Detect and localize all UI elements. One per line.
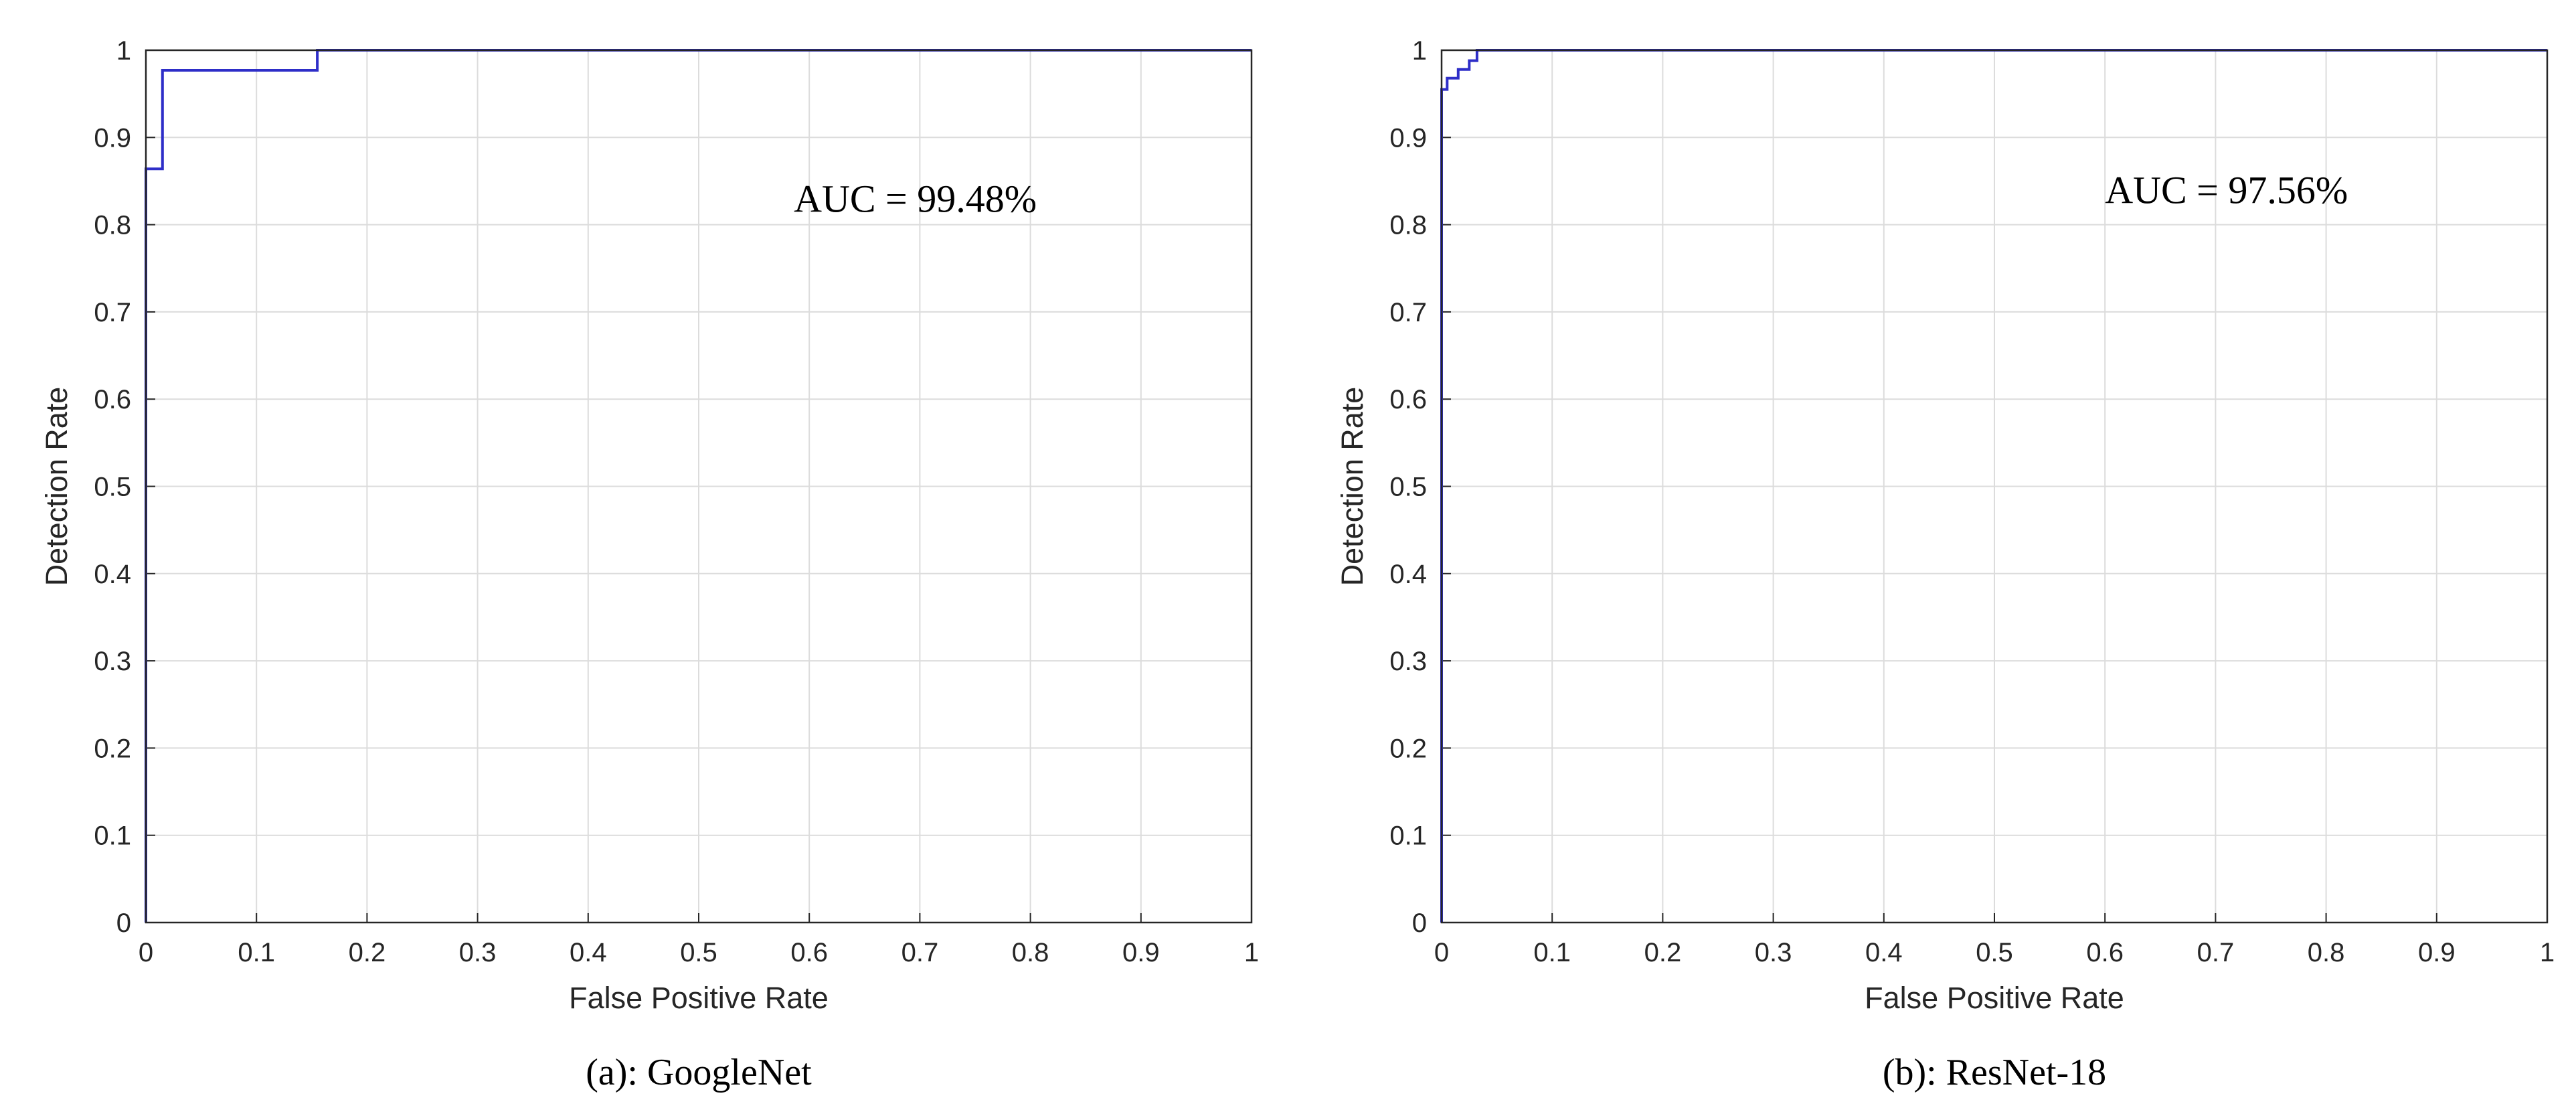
y-axis-label: Detection Rate <box>39 387 74 586</box>
y-tick-label: 0.8 <box>1389 211 1427 240</box>
x-tick-label: 0.3 <box>1755 938 1792 967</box>
y-tick-label: 0.7 <box>94 298 131 327</box>
x-tick-label: 0.7 <box>2197 938 2235 967</box>
auc-annotation: AUC = 99.48% <box>794 177 1037 221</box>
panel-caption: (a): GoogleNet <box>586 1052 812 1093</box>
x-tick-label: 0.2 <box>1644 938 1682 967</box>
y-tick-label: 0.6 <box>1389 385 1427 414</box>
auc-annotation: AUC = 97.56% <box>2105 168 2348 212</box>
axes-frame <box>1440 49 2549 924</box>
y-tick-label: 0.9 <box>94 123 131 153</box>
x-tick-label: 1 <box>1244 938 1259 967</box>
roc-panel-1: 0 0.1 0.2 0.3 0.4 0.5 0.6 0.7 0.8 0.9 1 0 0.1 0.2 0.3 0… <box>39 36 1259 1093</box>
y-tick-label: 0.8 <box>94 211 131 240</box>
x-tick-label: 0.1 <box>1533 938 1571 967</box>
roc-curve-1 <box>1440 49 2547 923</box>
x-tick-label: 0.5 <box>1976 938 2013 967</box>
x-tick-label: 0.4 <box>570 938 607 967</box>
y-tick-label: 0.1 <box>94 821 131 851</box>
x-tick-label: 0.1 <box>238 938 275 967</box>
x-tick-label: 1 <box>2540 938 2555 967</box>
x-tick-label: 0.4 <box>1865 938 1903 967</box>
x-tick-label: 0.6 <box>790 938 828 967</box>
panel-caption: (b): ResNet-18 <box>1883 1052 2106 1093</box>
y-tick-label: 0.3 <box>94 647 131 676</box>
x-tick-label: 0 <box>1434 938 1449 967</box>
y-tick-label: 0.7 <box>1389 298 1427 327</box>
x-tick-label: 0.5 <box>680 938 717 967</box>
y-tick-label: 0 <box>116 908 131 938</box>
y-tick-label: 0.2 <box>94 734 131 763</box>
x-tick-label: 0.2 <box>349 938 386 967</box>
x-tick-label: 0.7 <box>901 938 939 967</box>
x-tick-label: 0 <box>139 938 153 967</box>
axes-frame <box>145 49 1253 924</box>
x-tick-label: 0.8 <box>2308 938 2345 967</box>
y-tick-label: 0.5 <box>1389 473 1427 502</box>
roc-panel-2: 0 0.1 0.2 0.3 0.4 0.5 0.6 0.7 0.8 0.9 1 0 0.1 0.2 0.3 0… <box>1335 36 2555 1093</box>
x-tick-label: 0.9 <box>1122 938 1160 967</box>
x-tick-label: 0.6 <box>2086 938 2124 967</box>
x-tick-label: 0.9 <box>2418 938 2456 967</box>
x-axis-label: False Positive Rate <box>1865 981 2124 1015</box>
y-tick-label: 0.2 <box>1389 734 1427 763</box>
y-tick-label: 0.1 <box>1389 821 1427 851</box>
x-axis-label: False Positive Rate <box>569 981 829 1015</box>
y-tick-label: 1 <box>1412 36 1427 66</box>
y-tick-label: 0.5 <box>94 473 131 502</box>
y-tick-label: 0.6 <box>94 385 131 414</box>
y-tick-label: 0 <box>1412 908 1427 938</box>
y-tick-label: 0.9 <box>1389 123 1427 153</box>
x-tick-label: 0.3 <box>459 938 497 967</box>
y-tick-label: 0.4 <box>1389 560 1427 589</box>
x-tick-label: 0.8 <box>1012 938 1049 967</box>
y-tick-label: 1 <box>116 36 131 66</box>
y-tick-label: 0.3 <box>1389 647 1427 676</box>
y-tick-label: 0.4 <box>94 560 131 589</box>
y-axis-label: Detection Rate <box>1335 387 1369 586</box>
